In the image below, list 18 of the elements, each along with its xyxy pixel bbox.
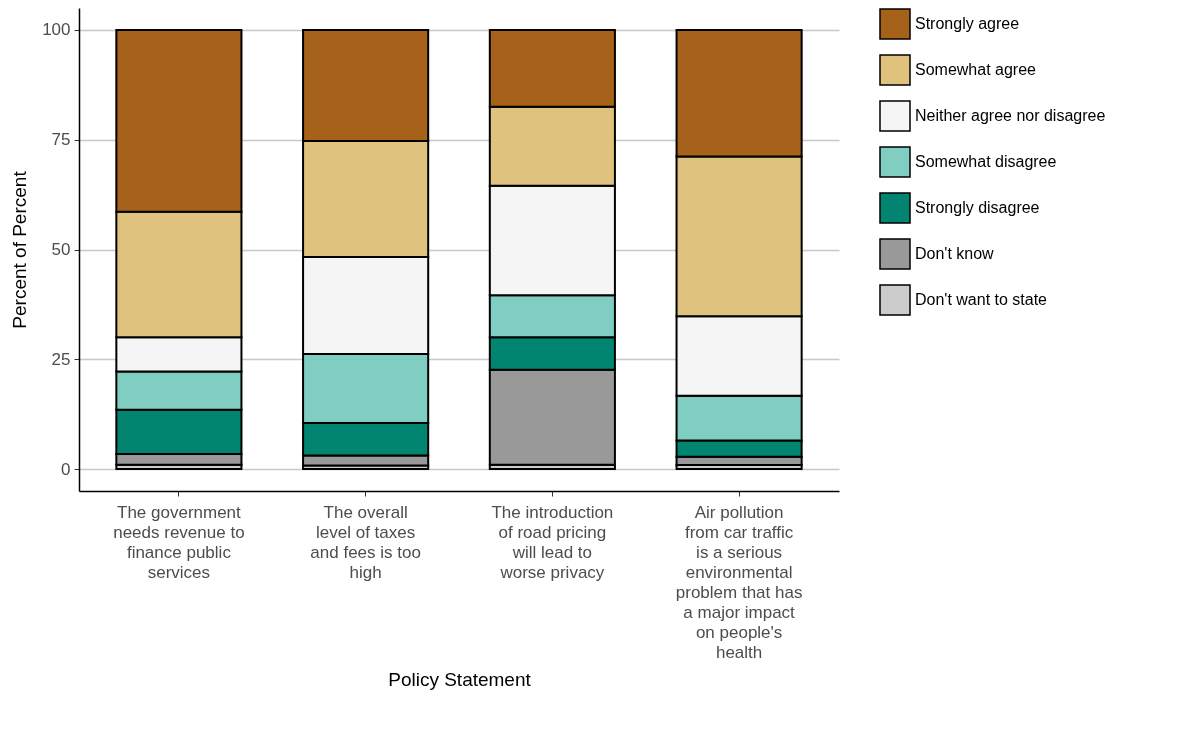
y-tick-label: 75 — [51, 130, 71, 150]
y-tick-label: 50 — [51, 240, 71, 259]
legend-label: Don't want to state — [915, 291, 1048, 308]
y-tick-label: 0 — [61, 459, 71, 479]
x-tick-label: The overall level of taxes and fees is too high — [310, 502, 421, 582]
legend-label: Strongly disagree — [915, 199, 1040, 216]
legend-label: Strongly agree — [915, 15, 1020, 32]
y-tick-label: 25 — [51, 349, 71, 369]
legend-label: Don't know — [915, 245, 995, 262]
x-tick-label: The government needs revenue to finance public services — [113, 502, 245, 582]
x-tick-label: The introduction of road pricing will lead to worse privacy — [491, 502, 614, 582]
legend-label: Somewhat agree — [915, 61, 1037, 78]
legend-label: Neither agree nor disagree — [915, 107, 1106, 124]
legend-label: Somewhat disagree — [915, 153, 1057, 170]
y-tick-label: 100 — [42, 20, 71, 40]
x-axis-title: Policy Statement — [388, 668, 532, 690]
y-axis-title: Percent of Percent — [9, 170, 31, 329]
x-tick-label: Air pollution from car traffic is a serious environmental problem that has a major impact on people's health — [675, 502, 803, 662]
